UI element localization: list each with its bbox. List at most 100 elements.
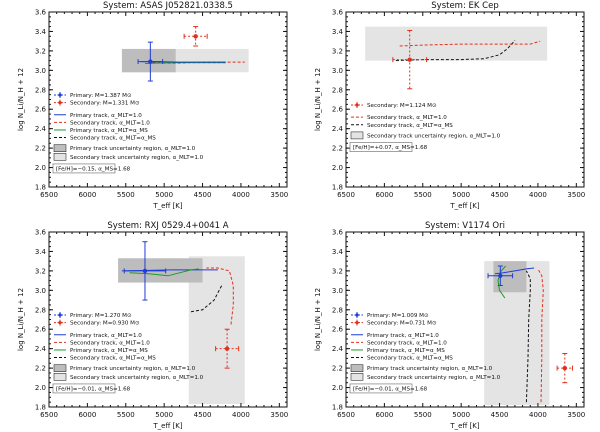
x-tick-label: 4500 <box>491 411 509 419</box>
x-tick-label: 6000 <box>78 411 96 419</box>
y-tick-label: 2.8 <box>35 86 46 94</box>
y-axis-label: log N_Li/N_H + 12 <box>17 68 25 131</box>
x-tick-label: 5500 <box>414 191 432 199</box>
y-tick-label: 2.4 <box>332 125 344 133</box>
x-tick-label: 6500 <box>337 411 355 419</box>
secondary-star-point <box>215 328 240 369</box>
x-tick-label: 6000 <box>375 411 393 419</box>
x-tick-label: 4000 <box>232 191 250 199</box>
y-tick-label: 3.2 <box>332 47 343 55</box>
y-axis-label: log N_Li/N_H + 12 <box>314 288 322 351</box>
legend-region-label: Secondary track uncertainty region, α_ML… <box>70 155 204 161</box>
x-tick-label: 3500 <box>567 191 585 199</box>
primary-star-point <box>123 241 167 301</box>
legend-region-label: Secondary track uncertainty region, α_ML… <box>367 133 501 139</box>
x-tick-label: 6500 <box>337 191 355 199</box>
legend-region-label: Primary track uncertainty region, α_MLT=… <box>70 146 196 152</box>
legend-track-label: Primary track, α_MLT=1.0 <box>70 333 142 339</box>
legend: Primary: M=1.387 M⊙ Secondary: M=1.331 M⊙… <box>52 92 204 174</box>
legend-star-label: Primary: M=1.009 M⊙ <box>367 313 429 319</box>
primary-star-point <box>487 265 514 286</box>
x-tick-label: 3500 <box>270 191 288 199</box>
x-tick-label: 3500 <box>567 411 585 419</box>
x-tick-label: 5000 <box>452 191 470 199</box>
secondary-star-point <box>556 353 573 384</box>
track-red-dash <box>399 40 541 47</box>
y-tick-label: 3.0 <box>35 67 46 75</box>
x-tick-label: 4500 <box>194 191 212 199</box>
y-tick-label: 3.2 <box>332 267 343 275</box>
y-tick-label: 3.2 <box>35 47 46 55</box>
track-green <box>129 268 199 277</box>
legend-note: [Fe/H]=−0.01, α_MS=1.68 <box>353 386 428 392</box>
legend-star-label: Primary: M=1.387 M⊙ <box>70 93 132 99</box>
plot-area <box>365 26 548 90</box>
primary-star-point <box>137 41 164 82</box>
y-axis-label: log N_Li/N_H + 12 <box>17 288 25 351</box>
legend-track-label: Secondary track, α_MLT=1.0 <box>367 115 447 121</box>
panel-3: 6500 6000 5500 5000 4500 4000 3500 1.8 2.0 2.2 2.4… <box>17 221 288 430</box>
x-tick-label: 4500 <box>491 191 509 199</box>
y-tick-label: 3.2 <box>35 267 46 275</box>
panel-1: 6500 6000 5500 5000 4500 4000 3500 1.8 2.0 2.2 2.4… <box>17 1 288 210</box>
panel-title: System: ASAS J052821.0338.5 <box>103 1 233 11</box>
x-tick-label: 6500 <box>40 191 58 199</box>
secondary-uncertainty-region <box>365 26 548 61</box>
x-tick-label: 3500 <box>270 411 288 419</box>
track-green <box>497 265 507 299</box>
legend-track-label: Primary track, α_MLT=α_MS <box>70 348 148 354</box>
track-red-dash <box>537 268 544 403</box>
y-tick-label: 3.6 <box>35 9 47 17</box>
legend-track-label: Secondary track, α_MLT=α_MS <box>367 356 453 362</box>
legend-note: [Fe/H]=−0.01, α_MS=1.68 <box>56 386 131 392</box>
x-tick-label: 5000 <box>452 411 470 419</box>
x-axis-label: T_eff [K] <box>152 422 182 430</box>
secondary-star-point <box>392 29 428 90</box>
legend-track-label: Secondary track, α_MLT=1.0 <box>70 120 150 126</box>
x-tick-label: 4000 <box>529 411 547 419</box>
legend: Secondary: M=1.124 M⊙ Secondary track, α_… <box>349 102 501 152</box>
y-tick-label: 2.0 <box>332 384 343 392</box>
legend-note: [Fe/H]=+0.07, α_MS=1.68 <box>353 145 428 151</box>
y-tick-label: 3.4 <box>35 28 47 36</box>
y-tick-label: 3.6 <box>35 229 47 237</box>
legend-star-label: Secondary: M=1.331 M⊙ <box>70 101 140 107</box>
x-tick-label: 4500 <box>194 411 212 419</box>
legend-track-label: Secondary track, α_MLT=1.0 <box>70 340 150 346</box>
x-tick-label: 6000 <box>78 191 96 199</box>
panel-4: 6500 6000 5500 5000 4500 4000 3500 1.8 2.0 2.2 2.4… <box>314 221 585 430</box>
x-tick-label: 4000 <box>232 411 250 419</box>
y-tick-label: 2.0 <box>332 164 343 172</box>
y-tick-label: 2.2 <box>35 145 46 153</box>
y-tick-label: 3.6 <box>332 9 344 17</box>
panel-title: System: V1174 Ori <box>425 221 505 231</box>
legend: Primary: M=1.009 M⊙ Secondary: M=0.731 M⊙… <box>349 312 501 394</box>
x-tick-label: 6500 <box>40 411 58 419</box>
y-tick-label: 3.6 <box>332 229 344 237</box>
y-tick-label: 3.0 <box>332 67 343 75</box>
secondary-star-point <box>183 26 208 47</box>
legend-track-label: Primary track, α_MLT=1.0 <box>70 113 142 119</box>
legend-track-label: Primary track, α_MLT=α_MS <box>367 348 445 354</box>
x-tick-label: 6000 <box>375 191 393 199</box>
track-red-dash <box>206 267 234 325</box>
x-tick-label: 5500 <box>117 191 135 199</box>
y-tick-label: 1.8 <box>332 184 343 192</box>
y-tick-label: 2.8 <box>35 306 46 314</box>
y-tick-label: 2.6 <box>35 326 47 334</box>
x-tick-label: 5000 <box>155 411 173 419</box>
legend-track-label: Primary track, α_MLT=1.0 <box>367 333 439 339</box>
legend-track-label: Secondary track, α_MLT=α_MS <box>70 356 156 362</box>
y-axis-label: log N_Li/N_H + 12 <box>314 68 322 131</box>
y-tick-label: 3.0 <box>35 287 46 295</box>
y-tick-label: 3.0 <box>332 287 343 295</box>
legend-region-label: Primary track uncertainty region, α_MLT=… <box>70 366 196 372</box>
y-tick-label: 2.8 <box>332 306 343 314</box>
y-tick-label: 1.8 <box>35 184 46 192</box>
legend-track-label: Secondary track, α_MLT=α_MS <box>70 136 156 142</box>
legend-region-label: Secondary track uncertainty region, α_ML… <box>70 375 204 381</box>
x-tick-label: 5500 <box>117 411 135 419</box>
y-tick-label: 3.4 <box>332 248 344 256</box>
legend-star-label: Secondary: M=1.124 M⊙ <box>367 103 437 109</box>
